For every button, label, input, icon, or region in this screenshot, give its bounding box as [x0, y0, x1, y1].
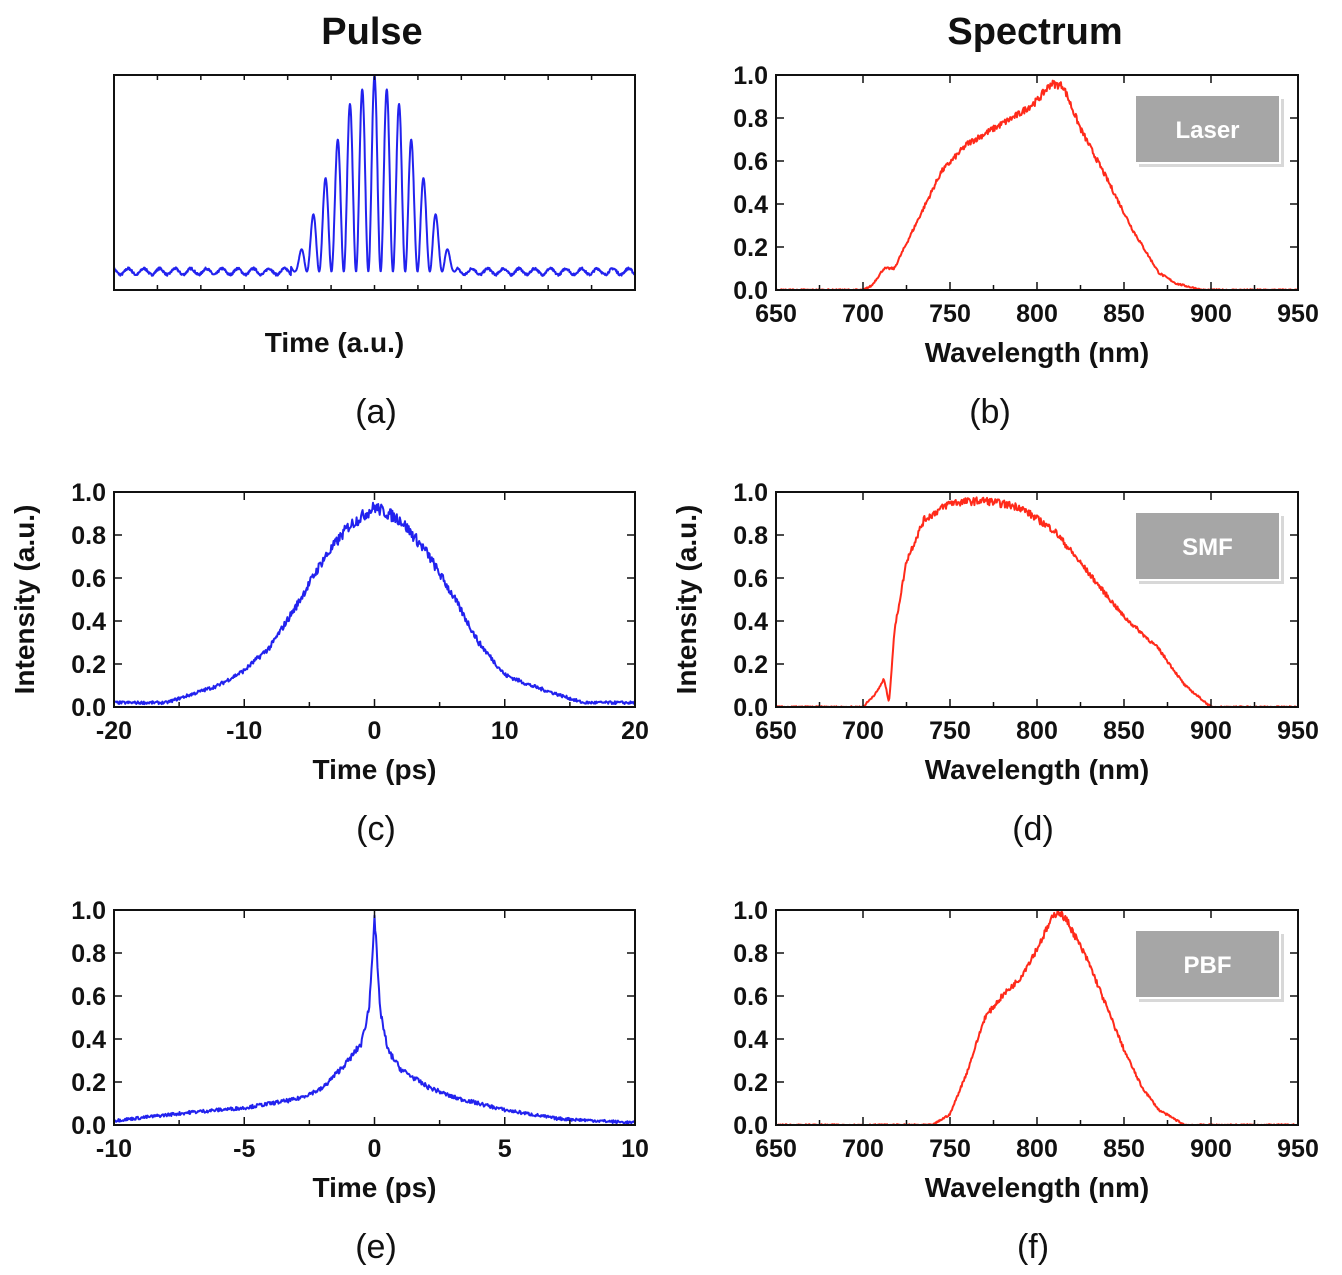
panel-a: Time (a.u.) (a): [113, 74, 636, 431]
y-tick-label-c: 0.6: [71, 565, 106, 593]
panels: Time (a.u.) (a) 650 700 750 800 850 900 950 0.0 0.…: [9, 62, 1319, 1266]
y-tick-label-c: 0.2: [71, 651, 106, 679]
panel-f: 650 700 750 800 850 900 950 0.0 0.2 0.4 0.6 0.8 1.0 W…: [733, 897, 1319, 1266]
panel-label-a: (a): [355, 393, 397, 431]
x-tick-label-b: 800: [1016, 300, 1058, 328]
panel-label-f: (f): [1017, 1228, 1049, 1266]
y-tick-label-d: 0.4: [733, 608, 768, 636]
x-axis-title-a: Time (a.u.): [265, 327, 405, 358]
y-tick-label-f: 0.8: [733, 940, 768, 968]
y-tick-label-d: 0.6: [733, 565, 768, 593]
y-tick-label-e: 1.0: [71, 897, 106, 925]
panel-c: -20 -10 0 10 20 0.0 0.2 0.4 0.6 0.8 1.0 Time (ps) In…: [9, 479, 649, 848]
x-tick-label-f: 850: [1103, 1135, 1145, 1163]
y-tick-label-b: 0.2: [733, 234, 768, 262]
x-tick-label-c: 20: [621, 717, 649, 745]
panel-label-d: (d): [1012, 810, 1054, 848]
plot-frame-c: [113, 491, 636, 708]
y-tick-label-e: 0.0: [71, 1112, 106, 1140]
panel-label-c: (c): [356, 810, 396, 848]
y-tick-label-b: 1.0: [733, 62, 768, 90]
x-tick-label-d: 650: [755, 717, 797, 745]
series-line-e: [114, 914, 635, 1125]
x-axis-title-d: Wavelength (nm): [925, 754, 1150, 785]
y-axis-title-c: Intensity (a.u.): [9, 505, 40, 695]
x-tick-label-c: 0: [368, 717, 382, 745]
x-tick-label-d: 750: [929, 717, 971, 745]
legend-box-b: [1134, 94, 1281, 164]
x-tick-label-f: 700: [842, 1135, 884, 1163]
plot-frame-a: [113, 74, 636, 291]
legend-label-d: SMF: [1182, 534, 1233, 561]
pulse-column-title: Pulse: [321, 11, 422, 53]
x-tick-label-b: 900: [1190, 300, 1232, 328]
plot-frame-e: [113, 909, 636, 1126]
x-tick-label-b: 750: [929, 300, 971, 328]
x-axis-title-e: Time (ps): [313, 1172, 437, 1203]
panel-label-e: (e): [355, 1228, 397, 1266]
legend-label-b: Laser: [1175, 117, 1239, 144]
spectrum-column-title: Spectrum: [947, 11, 1122, 53]
series-line-a: [114, 75, 635, 277]
y-tick-label-e: 0.4: [71, 1026, 106, 1054]
legend-label-f: PBF: [1184, 952, 1232, 979]
x-tick-label-b: 950: [1277, 300, 1319, 328]
x-tick-label-e: -5: [233, 1135, 255, 1163]
x-tick-label-e: 5: [498, 1135, 512, 1163]
x-tick-label-d: 850: [1103, 717, 1145, 745]
y-tick-label-b: 0.8: [733, 105, 768, 133]
y-tick-label-f: 1.0: [733, 897, 768, 925]
y-tick-label-b: 0.4: [733, 191, 768, 219]
x-tick-label-c: 10: [491, 717, 519, 745]
panel-label-b: (b): [969, 393, 1011, 431]
x-tick-label-b: 850: [1103, 300, 1145, 328]
legend-box-d: [1134, 511, 1281, 581]
x-tick-label-e: -10: [96, 1135, 132, 1163]
x-tick-label-b: 650: [755, 300, 797, 328]
x-tick-label-c: -10: [226, 717, 262, 745]
panel-e: -10 -5 0 5 10 0.0 0.2 0.4 0.6 0.8 1.0 Time (ps) (e): [71, 897, 649, 1266]
y-tick-label-d: 1.0: [733, 479, 768, 507]
x-tick-label-f: 950: [1277, 1135, 1319, 1163]
y-tick-label-d: 0.2: [733, 651, 768, 679]
x-tick-label-f: 900: [1190, 1135, 1232, 1163]
x-tick-label-f: 800: [1016, 1135, 1058, 1163]
y-tick-label-e: 0.6: [71, 983, 106, 1011]
x-tick-label-d: 800: [1016, 717, 1058, 745]
x-tick-label-e: 0: [368, 1135, 382, 1163]
series-line-c: [114, 501, 635, 706]
y-tick-label-e: 0.8: [71, 940, 106, 968]
y-tick-label-d: 0.0: [733, 694, 768, 722]
legend-box-f: [1134, 929, 1281, 999]
panel-b: 650 700 750 800 850 900 950 0.0 0.2 0.4 0.6 0.8 1.0 W…: [733, 62, 1319, 431]
y-tick-label-c: 1.0: [71, 479, 106, 507]
y-tick-label-c: 0.4: [71, 608, 106, 636]
x-axis-title-c: Time (ps): [313, 754, 437, 785]
x-tick-label-d: 700: [842, 717, 884, 745]
y-tick-label-f: 0.2: [733, 1069, 768, 1097]
y-tick-label-f: 0.0: [733, 1112, 768, 1140]
x-axis-title-b: Wavelength (nm): [925, 337, 1150, 368]
y-tick-label-f: 0.4: [733, 1026, 768, 1054]
x-tick-label-f: 750: [929, 1135, 971, 1163]
y-tick-label-f: 0.6: [733, 983, 768, 1011]
x-tick-label-b: 700: [842, 300, 884, 328]
y-tick-label-c: 0.0: [71, 694, 106, 722]
x-tick-label-d: 950: [1277, 717, 1319, 745]
x-tick-label-c: -20: [96, 717, 132, 745]
y-axis-title-d: Intensity (a.u.): [671, 505, 702, 695]
y-tick-label-c: 0.8: [71, 522, 106, 550]
y-tick-label-b: 0.6: [733, 148, 768, 176]
x-tick-label-e: 10: [621, 1135, 649, 1163]
x-axis-title-f: Wavelength (nm): [925, 1172, 1150, 1203]
y-tick-label-d: 0.8: [733, 522, 768, 550]
y-tick-label-e: 0.2: [71, 1069, 106, 1097]
x-tick-label-d: 900: [1190, 717, 1232, 745]
x-tick-label-f: 650: [755, 1135, 797, 1163]
y-tick-label-b: 0.0: [733, 277, 768, 305]
panel-d: 650 700 750 800 850 900 950 0.0 0.2 0.4 0.6 0.8 1.0 W…: [671, 479, 1319, 848]
